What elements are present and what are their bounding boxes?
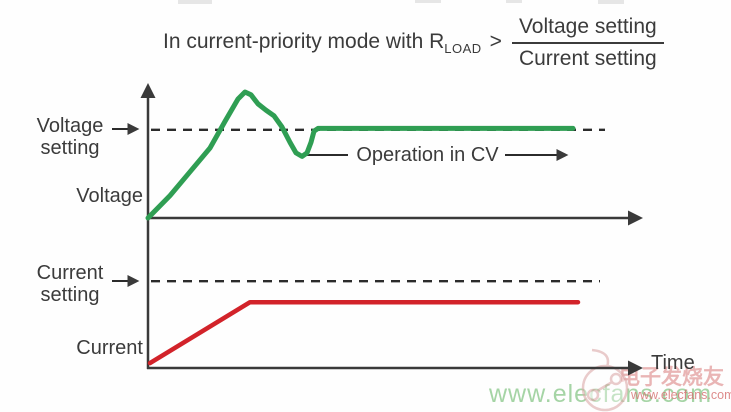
- rload-subscript: LOAD: [444, 41, 482, 56]
- elecfans-logo-icon: [581, 348, 629, 412]
- top-edge-artifact: [415, 0, 441, 3]
- greater-than-sign: >: [489, 30, 502, 53]
- figure-title: In current-priority mode with RLOAD > Vol…: [163, 10, 664, 76]
- setting-ratio-fraction: Voltage setting Current setting: [511, 15, 664, 71]
- fraction-numerator: Voltage setting: [511, 15, 664, 44]
- time-axis-label: Time: [651, 352, 695, 374]
- cv-annotation-label: Operation in CV: [356, 144, 499, 166]
- current-setting-label: Current setting: [36, 262, 104, 306]
- voltage-curve: [145, 89, 576, 221]
- voltage-axis-label: Voltage: [76, 185, 143, 207]
- voltage-setting-label: Voltage setting: [36, 115, 104, 159]
- current-axis-label: Current: [76, 337, 143, 359]
- fraction-denominator: Current setting: [518, 47, 657, 70]
- top-edge-artifact: [506, 0, 522, 3]
- watermark-url-large: www.elecfans.com: [489, 380, 712, 409]
- top-edge-artifact: [178, 0, 212, 4]
- watermark-site-name: 电子发烧友: [619, 366, 724, 389]
- title-text: In current-priority mode with RLOAD >: [163, 30, 502, 56]
- top-edge-artifact: [598, 0, 624, 4]
- current-curve: [147, 299, 581, 366]
- watermark-url-small: www.elecfans.com: [631, 388, 731, 402]
